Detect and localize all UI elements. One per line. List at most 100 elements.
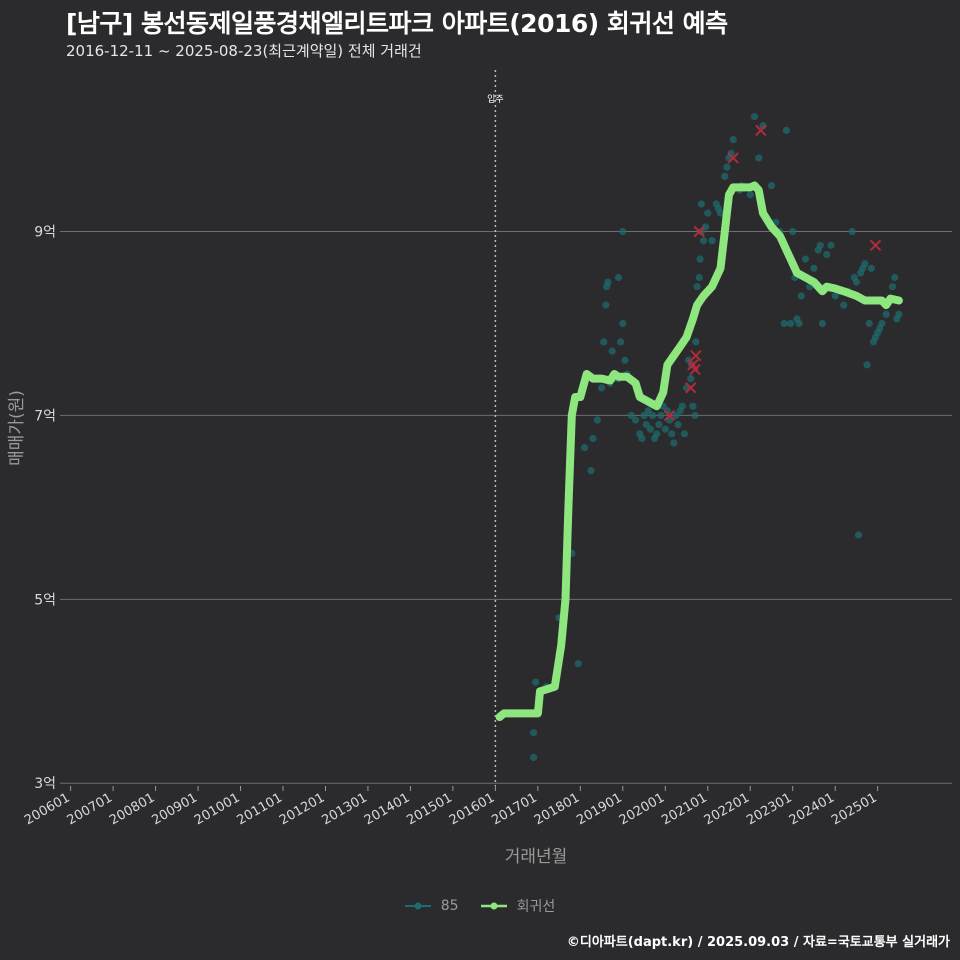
scatter-point <box>697 227 705 236</box>
regression-line <box>495 181 903 721</box>
scatter-point <box>782 126 790 134</box>
scatter-point <box>895 310 903 318</box>
scatter-series-85 <box>530 112 903 762</box>
x-axis-label: 거래년월 <box>505 847 568 867</box>
cancelled-marker <box>663 409 676 422</box>
y-tick-label: 9억 <box>34 225 56 241</box>
cancelled-marker <box>690 349 702 362</box>
scatter-point <box>746 191 754 199</box>
scatter-point <box>729 135 737 144</box>
scatter-point <box>680 430 689 438</box>
scatter-point <box>617 338 625 346</box>
x-tick-label: 201701 <box>489 790 539 828</box>
scatter-point <box>888 283 897 291</box>
cancelled-stroke <box>663 409 676 422</box>
green-dot-line-icon <box>480 902 507 910</box>
scatter-point <box>882 310 890 318</box>
scatter-point <box>602 301 610 309</box>
cancelled-stroke <box>869 239 882 252</box>
scatter-point <box>818 319 827 328</box>
scatter-point <box>831 292 839 300</box>
scatter-point <box>657 411 665 420</box>
scatter-point <box>638 434 646 443</box>
cancelled-marker <box>693 225 705 238</box>
scatter-point <box>702 223 710 231</box>
x-tick-label: 202501 <box>829 790 879 828</box>
scatter-point <box>587 466 595 475</box>
grid-lines <box>60 231 952 784</box>
scatter-point <box>865 319 873 328</box>
x-tick-label: 200801 <box>107 790 157 828</box>
scatter-point <box>827 241 835 249</box>
legend: 85 회귀선 <box>0 896 960 916</box>
scatter-point <box>723 163 731 171</box>
y-axis-label: 매매가(원) <box>7 390 27 466</box>
cancelled-stroke <box>685 382 697 394</box>
cancelled-marker <box>727 152 739 164</box>
scatter-point <box>699 237 708 245</box>
scatter-point <box>780 319 788 328</box>
scatter-point <box>597 384 606 392</box>
teal-dot-line-icon <box>404 902 431 910</box>
scatter-point <box>693 283 701 291</box>
x-tick-label: 201301 <box>319 790 369 828</box>
scatter-point <box>614 273 623 282</box>
x-tick-label: 201001 <box>192 790 242 828</box>
scatter-point <box>689 402 697 410</box>
y-tick-label: 3억 <box>34 776 56 792</box>
legend-item-regression: 회귀선 <box>480 896 555 916</box>
scatter-point <box>600 338 608 346</box>
scatter-point <box>687 375 695 383</box>
scatter-point <box>716 209 725 217</box>
scatter-point <box>532 678 540 686</box>
x-tick-label: 202301 <box>744 790 794 828</box>
scatter-point <box>867 264 875 272</box>
scatter-point <box>750 112 759 121</box>
scatter-point <box>653 430 661 438</box>
scatter-point <box>574 660 582 668</box>
scatter-point <box>604 278 612 286</box>
cancelled-stroke <box>693 225 705 238</box>
x-tick-label: 201101 <box>235 790 285 828</box>
scatter-point <box>801 255 810 263</box>
scatter-point <box>692 338 700 346</box>
scatter-point <box>621 356 629 364</box>
x-tick-label: 200701 <box>65 790 115 828</box>
x-tick-label: 202101 <box>659 790 709 828</box>
move-in-label: 입주 <box>487 93 504 105</box>
x-tick-label: 202001 <box>617 790 667 828</box>
scatter-point <box>704 209 712 217</box>
scatter-point <box>848 227 856 236</box>
scatter-point <box>661 425 669 433</box>
cancelled-stroke <box>690 349 702 362</box>
scatter-point <box>646 425 655 433</box>
x-tick-label: 200601 <box>22 790 72 828</box>
move-in-annotation: 입주 <box>487 70 504 786</box>
scatter-point <box>852 278 861 286</box>
chart-title: [남구] 봉선동제일풍경채엘리트파크 아파트(2016) 회귀선 예측 <box>66 9 728 38</box>
legend-label-85: 85 <box>440 898 459 914</box>
cancelled-stroke <box>687 359 699 371</box>
y-tick-label: 5억 <box>34 592 56 608</box>
scatter-point <box>644 407 652 415</box>
scatter-point <box>878 319 886 328</box>
x-tick-label: 202401 <box>787 790 837 828</box>
cancelled-stroke <box>727 152 739 164</box>
scatter-point <box>816 241 824 249</box>
scatter-point <box>797 292 805 300</box>
scatter-point <box>789 227 797 236</box>
scatter-point <box>619 319 627 328</box>
scatter-point <box>786 319 795 328</box>
scatter-point <box>696 255 704 263</box>
scatter-point <box>530 729 538 737</box>
cancelled-marker <box>685 382 697 394</box>
cancelled-marker <box>869 239 882 252</box>
chart-subtitle: 2016-12-11 ~ 2025-08-23(최근계약일) 전체 거래건 <box>66 42 422 60</box>
cancelled-marker <box>755 124 767 137</box>
y-tick-label: 7억 <box>34 408 56 424</box>
scatter-point <box>891 273 899 282</box>
scatter-point <box>670 439 678 447</box>
scatter-point <box>593 416 601 424</box>
x-tick-label: 201601 <box>447 790 497 828</box>
